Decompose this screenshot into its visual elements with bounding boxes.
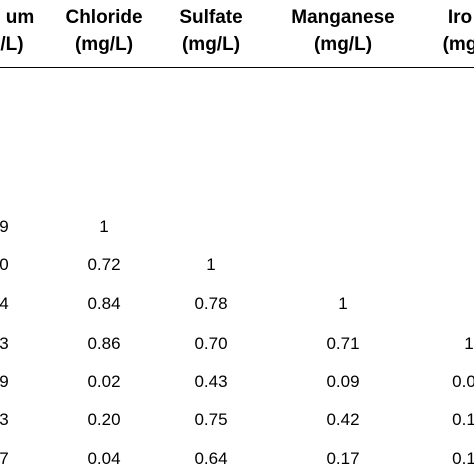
table-cell: 9 bbox=[0, 372, 9, 391]
table-cell: 0.72 bbox=[87, 255, 121, 274]
table-cell: 1 bbox=[206, 255, 216, 274]
table-cell: 0.09 bbox=[326, 372, 360, 391]
table-cell: 0.04 bbox=[87, 449, 121, 468]
table-cell: 0.42 bbox=[326, 410, 360, 429]
header-manganese-line2: (mg/L) bbox=[313, 34, 373, 55]
table-cell: 0.02 bbox=[87, 372, 121, 391]
table-cell: 0.71 bbox=[326, 334, 360, 353]
table-cell: 0.64 bbox=[194, 449, 228, 468]
table-cell: 0.0 bbox=[452, 372, 474, 391]
table-cell: 0.70 bbox=[194, 334, 228, 353]
header-sulfate-line2: (mg/L) bbox=[181, 34, 241, 55]
table-cell: 0.1 bbox=[452, 449, 474, 468]
header-chloride-line1: Chloride bbox=[65, 7, 143, 28]
table-cell: 0 bbox=[0, 255, 9, 274]
table-cell: 0.43 bbox=[194, 372, 228, 391]
table-cell: 0.78 bbox=[194, 294, 228, 313]
header-sulfate-line1: Sulfate bbox=[179, 7, 243, 28]
header-col-0-line2: /L) bbox=[0, 34, 24, 55]
table-cell: 1 bbox=[464, 334, 474, 353]
table-cell: 1 bbox=[99, 217, 109, 236]
table-cell: 0.1 bbox=[452, 410, 474, 429]
table-cell: 9 bbox=[0, 217, 9, 236]
table-cell: 3 bbox=[0, 410, 9, 429]
header-col-0-line1: um bbox=[5, 7, 35, 28]
header-manganese-line1: Manganese bbox=[291, 7, 395, 28]
table-cell: 7 bbox=[0, 449, 9, 468]
table-cell: 0.17 bbox=[326, 449, 360, 468]
header-iron-line1: Iro bbox=[447, 7, 473, 28]
table-cell: 1 bbox=[338, 294, 348, 313]
table-cell: 0.84 bbox=[87, 294, 121, 313]
header-iron-line2: (mg bbox=[442, 34, 474, 55]
table-cell: 4 bbox=[0, 294, 9, 313]
table-cell: 3 bbox=[0, 334, 9, 353]
table-cell: 0.75 bbox=[194, 410, 228, 429]
table-cell: 0.20 bbox=[87, 410, 121, 429]
header-rule bbox=[0, 67, 474, 68]
header-chloride-line2: (mg/L) bbox=[74, 34, 134, 55]
table-cell: 0.86 bbox=[87, 334, 121, 353]
